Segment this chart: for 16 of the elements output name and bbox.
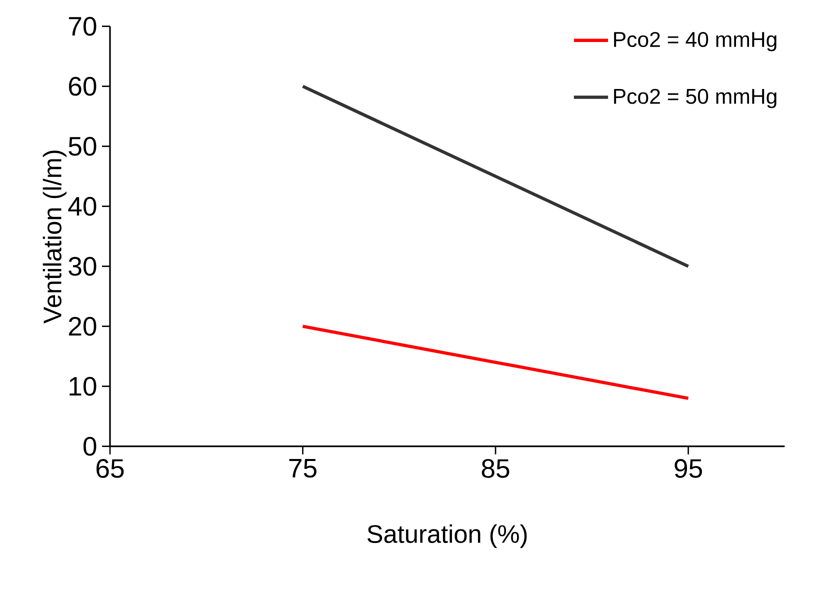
- x-axis-title: Saturation (%): [368, 524, 527, 548]
- x-tick-label: 95: [674, 459, 702, 478]
- y-tick-label: 30: [68, 256, 96, 276]
- legend-label: Pco2 = 40 mmHg: [614, 32, 776, 52]
- y-tick-label: 50: [68, 136, 96, 156]
- y-tick-label: 20: [68, 316, 96, 336]
- y-tick-label: 40: [68, 196, 96, 216]
- y-tick-label: 60: [68, 76, 96, 96]
- legend-label: Pco2 = 50 mmHg: [614, 88, 776, 108]
- y-tick-label: 10: [70, 376, 96, 396]
- y-tick-label: 0: [84, 436, 96, 456]
- x-tick-label: 75: [289, 459, 316, 478]
- y-axis-title: Ventilation (l/m): [42, 150, 66, 324]
- x-tick-label: 65: [96, 459, 124, 478]
- x-tick-label: 85: [482, 459, 510, 478]
- y-tick-label: 70: [68, 16, 96, 36]
